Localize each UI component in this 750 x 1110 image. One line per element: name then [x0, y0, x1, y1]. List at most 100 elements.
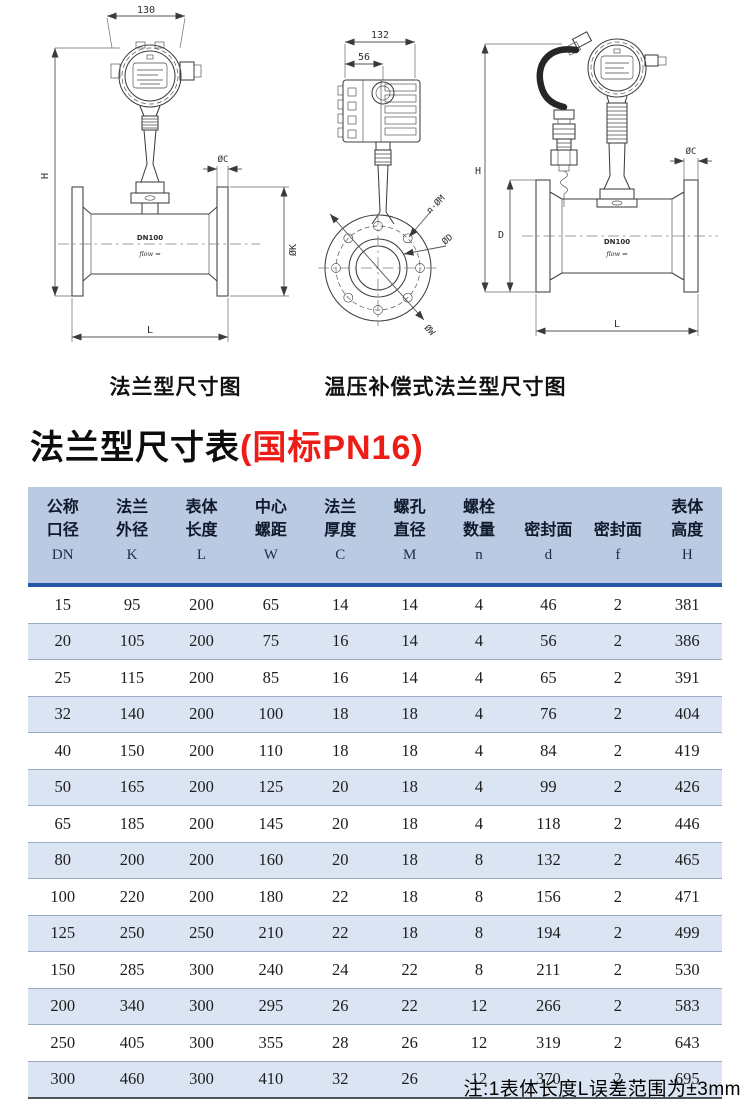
header-cell-f: 密封面 f	[583, 487, 653, 587]
header-row: 公称 口径 DN 法兰 外径 K 表体 长度 L 中心 螺距 W 法兰 厚度 C 螺孔 直径 M 螺栓 数量 n 密封面 d…	[28, 487, 722, 587]
dim-label-l-2: L	[614, 319, 620, 330]
table-cell: 18	[374, 842, 445, 879]
dim-label-d: D	[498, 230, 504, 241]
table-cell: 18	[374, 805, 445, 843]
table-cell: 200	[166, 842, 237, 879]
table-cell: 4	[444, 769, 514, 806]
table-cell: 115	[97, 659, 167, 697]
table-cell: 46	[513, 585, 584, 624]
table-cell: 18	[305, 732, 375, 770]
table-cell: 16	[305, 623, 375, 660]
table-cell: 18	[305, 696, 375, 733]
page-title-main: 法兰型尺寸表	[30, 429, 240, 467]
table-cell: 24	[305, 951, 375, 989]
dim-label-h2: H	[475, 166, 481, 177]
table-cell: 105	[97, 623, 167, 660]
table-row-dn-250: 250 405 300 355 28 26 12 319 2 643	[28, 1024, 722, 1062]
table-cell: 85	[236, 659, 306, 697]
table-cell: 18	[374, 878, 445, 916]
table-cell: 22	[305, 915, 375, 952]
table-cell: 25	[28, 659, 98, 697]
table-cell: 386	[652, 623, 722, 660]
table-cell: 2	[583, 769, 653, 806]
header-cell-H: 表体 高度 H	[652, 487, 722, 587]
header-cell-K: 法兰 外径 K	[97, 487, 167, 587]
header-cell-d: 密封面 d	[513, 487, 584, 587]
table-row-dn-20: 20 105 200 75 16 14 4 56 2 386	[28, 623, 722, 660]
table-cell: 300	[28, 1061, 98, 1099]
table-cell: 200	[166, 732, 237, 770]
table-cell: 2	[583, 696, 653, 733]
table-cell: 4	[444, 659, 514, 697]
table-cell: 2	[583, 1024, 653, 1062]
table-cell: 22	[374, 988, 445, 1025]
table-cell: 200	[166, 585, 237, 624]
table-cell: 300	[166, 1024, 237, 1062]
table-cell: 110	[236, 732, 306, 770]
table-cell: 643	[652, 1024, 722, 1062]
table-cell: 50	[28, 769, 98, 806]
table-cell: 300	[166, 951, 237, 989]
table-cell: 471	[652, 878, 722, 916]
table-cell: 12	[444, 1024, 514, 1062]
header-cell-DN: 公称 口径 DN	[28, 487, 98, 587]
table-cell: 426	[652, 769, 722, 806]
table-cell: 20	[305, 842, 375, 879]
table-cell: 2	[583, 842, 653, 879]
table-cell: 340	[97, 988, 167, 1025]
header-cell-n: 螺栓 数量 n	[444, 487, 514, 587]
left-drawing-caption: 法兰型尺寸图	[109, 376, 242, 399]
header-cell-C: 法兰 厚度 C	[305, 487, 375, 587]
table-cell: 2	[583, 915, 653, 952]
table-cell: 8	[444, 951, 514, 989]
table-cell: 150	[28, 951, 98, 989]
table-cell: 26	[305, 988, 375, 1025]
table-cell: 165	[97, 769, 167, 806]
table-cell: 99	[513, 769, 584, 806]
dim-label-l: L	[147, 325, 153, 336]
flow-label: flow ⇒	[138, 250, 161, 258]
table-cell: 14	[374, 585, 445, 624]
table-cell: 300	[166, 988, 237, 1025]
table-row-dn-40: 40 150 200 110 18 18 4 84 2 419	[28, 732, 722, 770]
dim-label-132: 132	[371, 30, 389, 41]
table-cell: 295	[236, 988, 306, 1025]
table-cell: 405	[97, 1024, 167, 1062]
table-cell: 530	[652, 951, 722, 989]
header-cell-L: 表体 长度 L	[166, 487, 237, 587]
table-cell: 285	[97, 951, 167, 989]
temp-comp-drawing: H D	[475, 31, 718, 336]
table-cell: 18	[374, 915, 445, 952]
body-label: DN100	[137, 234, 163, 242]
dim-label-ok: ØK	[287, 244, 299, 256]
table-cell: 14	[305, 585, 375, 624]
table-cell: 2	[583, 878, 653, 916]
dim-label-130: 130	[137, 5, 155, 16]
table-cell: 20	[28, 623, 98, 660]
dim-label-oc: ØC	[218, 154, 229, 165]
front-view-drawing: 132 56	[318, 30, 455, 339]
table-note: 注:1表体长度L误差范围为±3mm	[463, 1079, 741, 1100]
table-cell: 14	[374, 659, 445, 697]
dim-label-h: H	[40, 173, 51, 179]
header-cell-M: 螺孔 直径 M	[374, 487, 445, 587]
dim-label-ow: ØW	[422, 323, 438, 339]
dimension-table: 公称 口径 DN 法兰 外径 K 表体 长度 L 中心 螺距 W 法兰 厚度 C 螺孔 直径 M 螺栓 数量 n 密封面 d…	[28, 487, 722, 1099]
table-cell: 12	[444, 1061, 514, 1099]
table-cell: 2	[583, 988, 653, 1025]
table-cell: 18	[374, 696, 445, 733]
table-cell: 145	[236, 805, 306, 843]
table-cell: 14	[374, 623, 445, 660]
table-cell: 4	[444, 696, 514, 733]
table-cell: 194	[513, 915, 584, 952]
table-cell: 300	[166, 1061, 237, 1099]
table-cell: 100	[236, 696, 306, 733]
table-cell: 220	[97, 878, 167, 916]
table-cell: 266	[513, 988, 584, 1025]
table-cell: 200	[166, 696, 237, 733]
table-cell: 4	[444, 585, 514, 624]
table-cell: 4	[444, 805, 514, 843]
header-cell-W: 中心 螺距 W	[236, 487, 306, 587]
table-cell: 404	[652, 696, 722, 733]
table-cell: 56	[513, 623, 584, 660]
